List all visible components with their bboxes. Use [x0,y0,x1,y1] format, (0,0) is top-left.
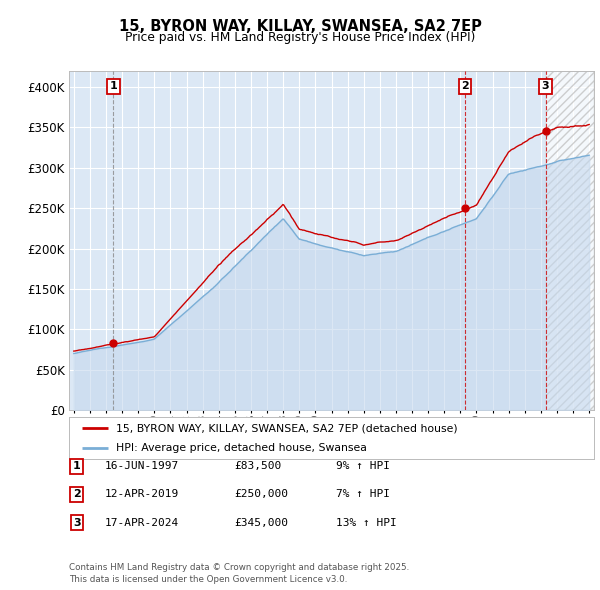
Text: 13% ↑ HPI: 13% ↑ HPI [336,518,397,527]
Text: £250,000: £250,000 [234,490,288,499]
Text: Contains HM Land Registry data © Crown copyright and database right 2025.
This d: Contains HM Land Registry data © Crown c… [69,563,409,584]
Text: Price paid vs. HM Land Registry's House Price Index (HPI): Price paid vs. HM Land Registry's House … [125,31,475,44]
Text: 2: 2 [73,490,80,499]
Text: 3: 3 [542,81,550,91]
Text: 17-APR-2024: 17-APR-2024 [105,518,179,527]
Text: 16-JUN-1997: 16-JUN-1997 [105,461,179,471]
Text: £345,000: £345,000 [234,518,288,527]
Text: HPI: Average price, detached house, Swansea: HPI: Average price, detached house, Swan… [116,442,367,453]
Text: £83,500: £83,500 [234,461,281,471]
Text: 1: 1 [73,461,80,471]
Text: 15, BYRON WAY, KILLAY, SWANSEA, SA2 7EP (detached house): 15, BYRON WAY, KILLAY, SWANSEA, SA2 7EP … [116,423,458,433]
Text: 2: 2 [461,81,469,91]
Text: 12-APR-2019: 12-APR-2019 [105,490,179,499]
Text: 15, BYRON WAY, KILLAY, SWANSEA, SA2 7EP: 15, BYRON WAY, KILLAY, SWANSEA, SA2 7EP [119,19,481,34]
Text: 7% ↑ HPI: 7% ↑ HPI [336,490,390,499]
Text: 3: 3 [73,518,80,527]
Text: 9% ↑ HPI: 9% ↑ HPI [336,461,390,471]
Text: 1: 1 [110,81,117,91]
